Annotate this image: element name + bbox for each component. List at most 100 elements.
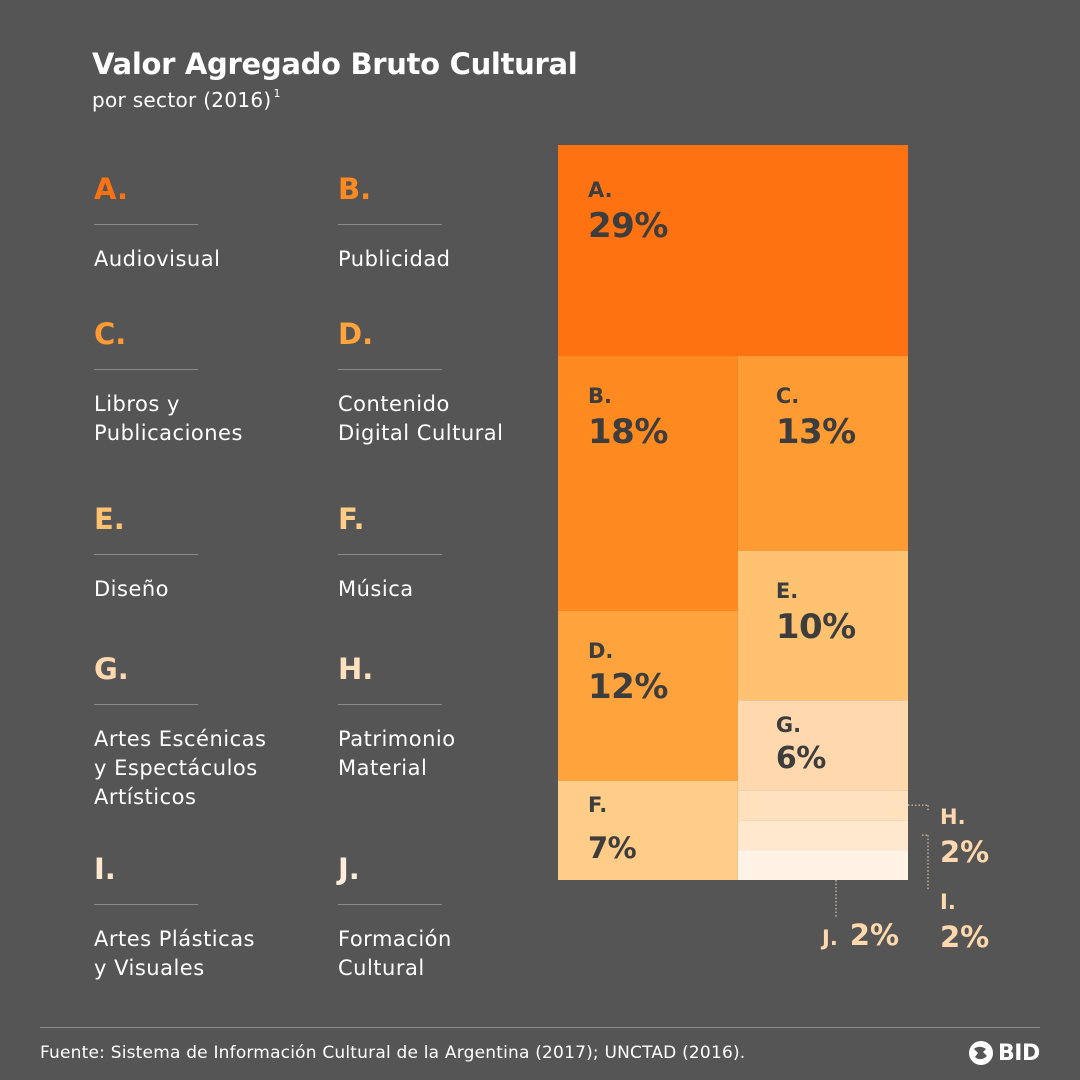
treemap-letter: E. (775, 578, 799, 603)
legend-label: Artes Escénicas y Espectáculos Artísticos (94, 725, 266, 812)
legend-label-line: Publicaciones (94, 421, 243, 445)
legend-item-i: I. Artes Plásticas y Visuales (94, 852, 294, 980)
legend-label: Contenido Digital Cultural (338, 390, 503, 448)
legend-letter: C. (94, 317, 127, 351)
legend-label-line: Artísticos (94, 785, 197, 809)
treemap-value: 18% (588, 412, 668, 453)
treemap-value: 7% (588, 830, 637, 865)
legend-label-line: Artes Plásticas (94, 927, 256, 951)
treemap-letter: F. (588, 792, 608, 817)
treemap-letter: C. (775, 384, 800, 409)
legend-label-line: Material (338, 756, 428, 780)
treemap-cell-h (737, 790, 908, 821)
treemap-value: 2% (940, 835, 990, 869)
legend-letter: F. (338, 502, 365, 536)
legend-letter: B. (338, 172, 372, 206)
chart-subtitle: por sector (2016) 1 (92, 87, 281, 112)
treemap-cell-f (558, 780, 738, 880)
legend-label-line: Cultural (338, 956, 425, 980)
treemap-letter: A. (588, 178, 613, 202)
legend-divider (338, 369, 442, 370)
treemap-letter: G. (775, 713, 802, 738)
treemap-cell-b (558, 356, 738, 611)
legend-item-j: J. Formación Cultural (338, 852, 538, 980)
treemap-value: 10% (775, 606, 856, 647)
bid-logo: BID (968, 1038, 1040, 1068)
treemap-value: 2% (940, 920, 990, 954)
treemap-cell-e (737, 550, 908, 701)
treemap-label-h: H. 2% (940, 805, 989, 869)
treemap-letter: H. (940, 805, 966, 829)
legend-divider (338, 904, 442, 905)
legend-label-line: Artes Escénicas (94, 727, 267, 751)
treemap-letter: I. (940, 890, 956, 914)
legend-label-line: Diseño (94, 577, 170, 601)
treemap-label-b: B. 18% (588, 384, 668, 453)
legend-item-a: A. Audiovisual (94, 172, 294, 271)
legend-label: Música (338, 575, 414, 604)
legend-label: Formación Cultural (338, 925, 452, 983)
legend-letter: G. (94, 652, 129, 686)
legend-item-e: E. Diseño (94, 502, 294, 601)
treemap-value: 13% (775, 412, 856, 453)
treemap-cell-a (558, 145, 908, 357)
legend-label-line: Patrimonio (338, 727, 456, 751)
legend-label-line: Audiovisual (94, 247, 221, 271)
treemap-value: 29% (588, 206, 668, 246)
legend-item-f: F. Música (338, 502, 538, 601)
treemap-letter: D. (588, 638, 614, 663)
legend-letter: J. (338, 852, 360, 886)
legend-letter: I. (94, 852, 116, 886)
legend-letter: D. (338, 317, 374, 351)
legend-label-line: Digital Cultural (338, 421, 504, 445)
legend-label-line: Publicidad (338, 247, 451, 271)
treemap-cell-c (737, 356, 908, 551)
legend-letter: H. (338, 652, 374, 686)
treemap-value: 2% (849, 918, 900, 952)
treemap-label-d: D. 12% (588, 638, 668, 707)
treemap-value: 6% (775, 741, 826, 777)
treemap-cell-d (558, 610, 738, 781)
treemap-label-g: G. 6% (776, 715, 826, 774)
legend-divider (94, 224, 198, 225)
legend-label: Audiovisual (94, 245, 220, 274)
treemap-cell-j (737, 850, 908, 880)
treemap-letter: B. (588, 384, 612, 409)
legend-divider (338, 224, 442, 225)
legend-item-c: C. Libros y Publicaciones (94, 317, 294, 445)
footer-divider (40, 1027, 1040, 1028)
legend-letter: A. (94, 172, 128, 206)
legend-label-line: Libros y (94, 392, 180, 416)
legend-item-d: D. Contenido Digital Cultural (338, 317, 538, 445)
legend-label-line: Música (338, 577, 414, 601)
legend-divider (94, 704, 198, 705)
legend-letter: E. (94, 502, 125, 536)
legend-label: Libros y Publicaciones (94, 390, 243, 448)
legend-item-b: B. Publicidad (338, 172, 538, 271)
treemap-cell-i (737, 820, 908, 851)
legend-label: Publicidad (338, 245, 451, 274)
treemap-value: 12% (588, 666, 668, 707)
legend-label: Diseño (94, 575, 169, 604)
treemap-label-c: C. 13% (775, 384, 856, 453)
legend-label: Artes Plásticas y Visuales (94, 925, 255, 983)
legend-item-g: G. Artes Escénicas y Espectáculos Artístico… (94, 652, 294, 809)
legend-divider (94, 554, 198, 555)
chart-title: Valor Agregado Bruto Cultural (92, 47, 578, 81)
bid-logo-text: BID (998, 1040, 1040, 1066)
legend-divider (94, 369, 198, 370)
legend-divider (94, 904, 198, 905)
treemap-label-e: E. 10% (775, 578, 856, 647)
legend-label-line: Formación (338, 927, 452, 951)
legend-divider (338, 554, 442, 555)
treemap-label-i: I. 2% (940, 890, 989, 954)
legend-divider (338, 704, 442, 705)
legend-label: Patrimonio Material (338, 725, 456, 783)
treemap-letter: J. (822, 926, 838, 950)
legend-item-h: H. Patrimonio Material (338, 652, 538, 780)
legend-label-line: y Espectáculos (94, 756, 258, 780)
source-note: Fuente: Sistema de Información Cultural … (40, 1043, 746, 1063)
treemap-cell-g (737, 700, 908, 791)
